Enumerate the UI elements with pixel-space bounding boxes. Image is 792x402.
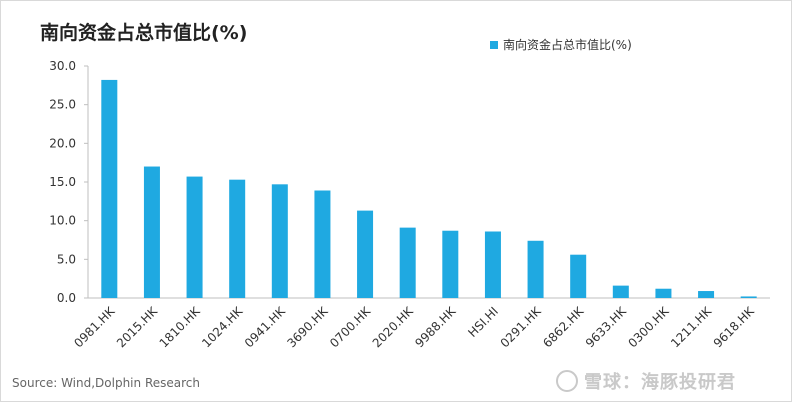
y-tick-label: 0.0 — [57, 291, 76, 305]
x-tick-label: 1211.HK — [668, 303, 715, 350]
bar — [740, 296, 757, 298]
legend-swatch — [490, 40, 498, 49]
chart-title: 南向资金占总市值比(%) — [40, 22, 248, 44]
x-tick-label: 0300.HK — [625, 303, 672, 350]
x-tick-label: 9633.HK — [583, 303, 630, 350]
y-tick-label: 30.0 — [49, 59, 76, 73]
bar — [655, 288, 672, 298]
x-tick-label: 9618.HK — [711, 303, 758, 350]
x-tick-label: 3690.HK — [284, 303, 331, 350]
legend: 南向资金占总市值比(%) — [490, 36, 632, 53]
x-tick-label: 0981.HK — [71, 303, 118, 350]
x-tick-label: 9988.HK — [412, 303, 459, 350]
x-tick-label: 1024.HK — [199, 303, 246, 350]
bar — [229, 179, 246, 298]
bar — [442, 230, 459, 298]
y-tick-label: 15.0 — [49, 175, 76, 189]
bar — [101, 79, 118, 298]
x-tick-label: 0941.HK — [242, 303, 289, 350]
legend-label: 南向资金占总市值比(%) — [503, 38, 632, 52]
x-tick-label: 1810.HK — [157, 303, 204, 350]
bar — [314, 190, 331, 298]
y-tick-label: 10.0 — [49, 214, 76, 228]
bar — [143, 166, 160, 298]
bar — [527, 240, 544, 298]
brand-watermark: 雪球：海豚投研君 — [556, 368, 736, 394]
x-tick-label: 0700.HK — [327, 303, 374, 350]
x-tick-label: HSI.HI — [465, 304, 501, 340]
x-tick-label: 2015.HK — [114, 303, 161, 350]
x-tick-label: 6862.HK — [540, 303, 587, 350]
bar — [399, 227, 416, 298]
bar — [357, 210, 374, 298]
bar — [698, 291, 715, 298]
snowball-logo-icon — [556, 370, 578, 392]
bar — [484, 231, 501, 298]
source-note: Source: Wind,Dolphin Research — [12, 376, 200, 390]
bar — [612, 285, 629, 298]
y-tick-label: 5.0 — [57, 252, 76, 266]
x-tick-label: 2020.HK — [370, 303, 417, 350]
bar — [186, 176, 203, 298]
x-tick-label: 0291.HK — [498, 303, 545, 350]
y-tick-label: 20.0 — [49, 136, 76, 150]
bar — [271, 184, 288, 298]
bar — [570, 254, 587, 298]
brand-text: 雪球：海豚投研君 — [584, 372, 736, 393]
y-tick-label: 25.0 — [49, 98, 76, 112]
